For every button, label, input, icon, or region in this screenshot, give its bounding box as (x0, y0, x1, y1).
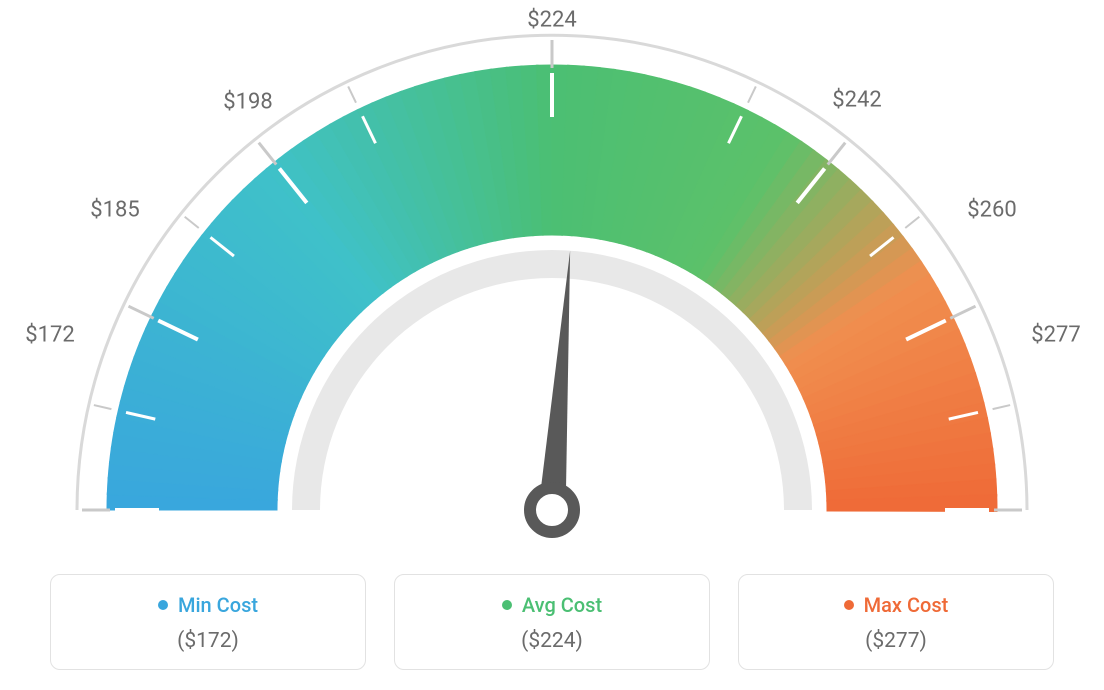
cost-gauge-container: $172 $185 $198 $224 $242 $260 $277 Min Cost ($1… (0, 0, 1104, 690)
legend-title: Avg Cost (522, 593, 602, 617)
legend-title-row: Max Cost (749, 593, 1043, 617)
gauge-tick-label: $172 (25, 323, 74, 348)
legend-row: Min Cost ($172) Avg Cost ($224) Max Cost ($27… (50, 574, 1054, 670)
legend-dot-icon (844, 600, 854, 610)
gauge-tick-label: $260 (967, 198, 1016, 223)
legend-value: ($224) (405, 629, 699, 653)
legend-title: Max Cost (864, 593, 949, 617)
gauge-needle (538, 251, 570, 514)
gauge-tick-label: $277 (1031, 323, 1080, 348)
gauge-needle-hub (530, 488, 574, 532)
legend-title-row: Min Cost (61, 593, 355, 617)
gauge-tick-label: $242 (832, 88, 881, 113)
legend-card: Min Cost ($172) (50, 574, 366, 670)
legend-card: Max Cost ($277) (738, 574, 1054, 670)
legend-title-row: Avg Cost (405, 593, 699, 617)
legend-card: Avg Cost ($224) (394, 574, 710, 670)
gauge-svg (0, 0, 1104, 560)
gauge-tick-label: $198 (223, 90, 272, 115)
gauge-tick-label: $224 (527, 8, 576, 33)
legend-value: ($172) (61, 629, 355, 653)
legend-dot-icon (502, 600, 512, 610)
gauge-tick-label: $185 (90, 198, 139, 223)
gauge-area: $172 $185 $198 $224 $242 $260 $277 (0, 0, 1104, 560)
legend-value: ($277) (749, 629, 1043, 653)
legend-dot-icon (158, 600, 168, 610)
legend-title: Min Cost (178, 593, 258, 617)
